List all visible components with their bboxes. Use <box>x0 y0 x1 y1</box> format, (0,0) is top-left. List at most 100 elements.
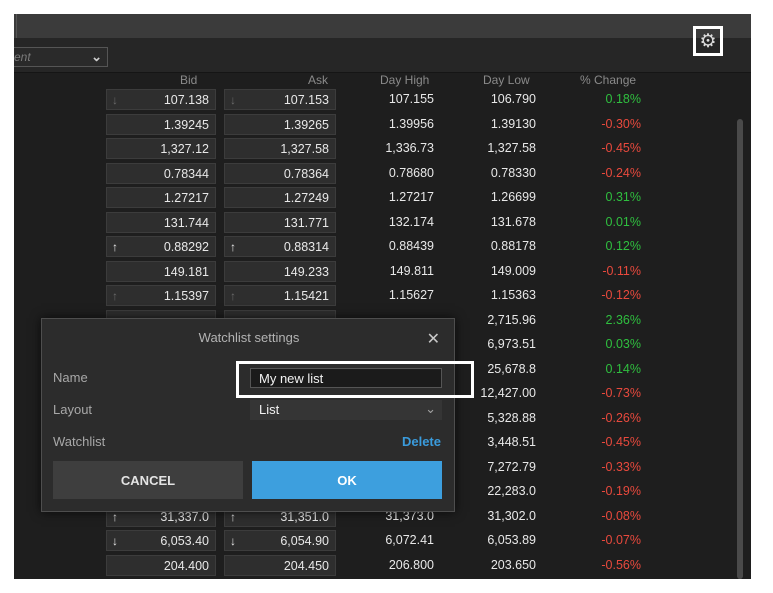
bid-value: 149.181 <box>163 264 209 279</box>
ask-cell[interactable]: ↓ 107.153 <box>224 89 336 110</box>
change-value: -0.26% <box>601 410 641 425</box>
ok-button[interactable]: OK <box>252 461 442 499</box>
ask-value: 1.15421 <box>283 289 329 303</box>
change-value: -0.12% <box>601 288 641 302</box>
change-value: -0.11% <box>602 263 641 278</box>
watchlist-app: ent ⌄ Bid Ask Day High Day Low % Change … <box>14 14 751 579</box>
ask-value: 0.78364 <box>283 166 329 181</box>
bid-cell[interactable]: ↓ 107.138 <box>106 89 216 110</box>
gear-icon[interactable]: ⚙ <box>693 26 723 56</box>
bid-arrow-icon: ↓ <box>112 534 118 548</box>
bid-value: 0.88292 <box>163 240 209 254</box>
table-row[interactable]: ↑ 1.15397 ↑ 1.15421 1.15627 1.15363 -0.12% <box>14 285 737 307</box>
column-header-change[interactable]: % Change <box>580 73 637 87</box>
ask-cell[interactable]: 1.27249 <box>224 187 336 208</box>
cancel-button[interactable]: CANCEL <box>53 461 243 499</box>
day-high-value: 0.88439 <box>388 239 434 253</box>
ask-cell[interactable]: ↑ 0.88314 <box>224 236 336 257</box>
day-low-value: 5,328.88 <box>487 410 536 425</box>
layout-select-value: List <box>259 402 280 417</box>
change-value: 0.14% <box>605 361 641 376</box>
instrument-select[interactable]: ent ⌄ <box>14 47 108 67</box>
ask-value: 131.771 <box>283 215 329 230</box>
day-high-value: 132.174 <box>388 214 434 229</box>
change-value: 0.03% <box>605 337 641 351</box>
bid-value: 1.27217 <box>163 191 209 205</box>
bid-cell[interactable]: ↑ 0.88292 <box>106 236 216 257</box>
bid-value: 107.138 <box>163 93 209 107</box>
day-low-value: 0.78330 <box>490 165 536 180</box>
change-value: 0.12% <box>605 239 641 253</box>
change-value: -0.24% <box>601 165 641 180</box>
ask-cell[interactable]: 0.78364 <box>224 162 336 184</box>
column-header-ask[interactable]: Ask <box>308 73 329 87</box>
watchlist-settings-dialog: Watchlist settings ✕ Name Layout List ⌄ … <box>41 318 455 512</box>
day-low-value: 6,053.89 <box>487 533 536 547</box>
table-row[interactable]: 1.39245 1.39265 1.39956 1.39130 -0.30% <box>14 113 737 136</box>
bid-cell[interactable]: 0.78344 <box>106 162 216 184</box>
ask-cell[interactable]: 204.450 <box>224 554 336 576</box>
ask-value: 1.27249 <box>283 191 329 205</box>
ask-arrow-icon: ↑ <box>230 509 236 524</box>
bid-cell[interactable]: 1.27217 <box>106 187 216 208</box>
table-row[interactable]: 0.78344 0.78364 0.78680 0.78330 -0.24% <box>14 162 737 185</box>
bid-cell[interactable]: 204.400 <box>106 554 216 576</box>
dialog-title: Watchlist settings <box>198 330 300 345</box>
delete-link[interactable]: Delete <box>401 434 441 449</box>
layout-select[interactable]: List ⌄ <box>250 400 442 420</box>
bid-value: 6,053.40 <box>160 534 209 548</box>
table-header: Bid Ask Day High Day Low % Change <box>14 72 751 88</box>
bid-arrow-icon: ↑ <box>112 289 118 303</box>
column-header-day-high[interactable]: Day High <box>380 73 430 87</box>
ask-cell[interactable]: 131.771 <box>224 211 336 233</box>
table-row[interactable]: 131.744 131.771 132.174 131.678 0.01% <box>14 211 737 234</box>
bid-value: 204.400 <box>163 558 209 573</box>
column-header-bid[interactable]: Bid <box>180 73 198 87</box>
ask-cell[interactable]: 149.233 <box>224 260 336 282</box>
bid-cell[interactable]: ↑ 1.15397 <box>106 285 216 306</box>
table-row[interactable]: 204.400 204.450 206.800 203.650 -0.56% <box>14 554 737 577</box>
table-row[interactable]: 149.181 149.233 149.811 149.009 -0.11% <box>14 260 737 283</box>
day-low-value: 1,327.58 <box>487 141 536 155</box>
top-bar <box>14 14 751 38</box>
bid-arrow-icon: ↑ <box>112 240 118 254</box>
ask-arrow-icon: ↑ <box>230 240 236 254</box>
change-value: -0.33% <box>601 459 641 474</box>
watchlist-label: Watchlist <box>53 434 106 449</box>
change-value: -0.19% <box>601 484 641 498</box>
day-low-value: 1.26699 <box>490 190 536 204</box>
day-low-value: 6,973.51 <box>487 337 536 351</box>
column-header-day-low[interactable]: Day Low <box>483 73 530 87</box>
day-high-value: 206.800 <box>388 557 434 572</box>
change-value: 0.31% <box>605 190 641 204</box>
table-row[interactable]: ↓ 107.138 ↓ 107.153 107.155 106.790 0.18% <box>14 89 737 111</box>
ask-value: 6,054.90 <box>280 534 329 548</box>
table-row[interactable]: 1.27217 1.27249 1.27217 1.26699 0.31% <box>14 187 737 209</box>
table-row[interactable]: 1,327.12 1,327.58 1,336.73 1,327.58 -0.45% <box>14 138 737 160</box>
ask-arrow-icon: ↑ <box>230 289 236 303</box>
table-row[interactable]: ↑ 0.88292 ↑ 0.88314 0.88439 0.88178 0.12% <box>14 236 737 258</box>
bid-value: 1.15397 <box>163 289 209 303</box>
day-low-value: 31,302.0 <box>487 508 536 523</box>
bid-cell[interactable]: 149.181 <box>106 260 216 282</box>
change-value: -0.73% <box>601 386 641 400</box>
ask-cell[interactable]: ↑ 1.15421 <box>224 285 336 306</box>
chevron-down-icon: ⌄ <box>91 49 102 64</box>
bid-cell[interactable]: 1,327.12 <box>106 138 216 159</box>
bid-cell[interactable]: ↓ 6,053.40 <box>106 530 216 551</box>
ask-cell[interactable]: 1,327.58 <box>224 138 336 159</box>
day-high-value: 107.155 <box>388 92 434 106</box>
ask-cell[interactable]: ↓ 6,054.90 <box>224 530 336 551</box>
scrollbar[interactable] <box>737 119 743 579</box>
day-high-value: 1.15627 <box>388 288 434 302</box>
name-input[interactable] <box>250 368 442 388</box>
bid-cell[interactable]: 1.39245 <box>106 113 216 135</box>
table-row[interactable]: ↓ 6,053.40 ↓ 6,054.90 6,072.41 6,053.89 -0.07% <box>14 530 737 552</box>
bid-cell[interactable]: 131.744 <box>106 211 216 233</box>
bid-value: 0.78344 <box>163 166 209 181</box>
day-low-value: 12,427.00 <box>480 386 536 400</box>
ask-cell[interactable]: 1.39265 <box>224 113 336 135</box>
change-value: 0.18% <box>605 92 641 106</box>
close-icon[interactable]: ✕ <box>426 331 440 348</box>
change-value: -0.56% <box>601 557 641 572</box>
